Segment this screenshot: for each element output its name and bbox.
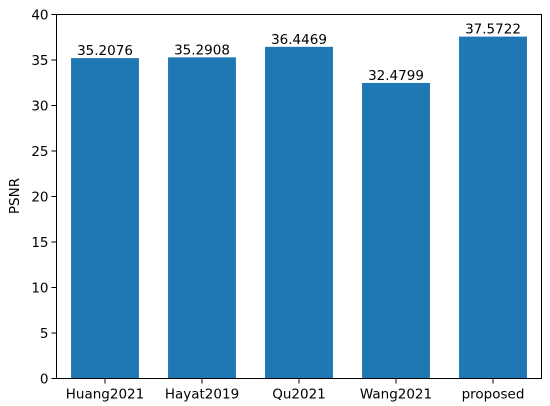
x-tick-label: proposed: [462, 387, 525, 403]
x-tick-label: Qu2021: [272, 387, 326, 403]
bar: [168, 57, 236, 379]
bar-value-label: 32.4799: [368, 68, 424, 84]
bar-value-label: 37.5722: [465, 22, 521, 38]
bar: [362, 82, 430, 379]
x-tick-label: Hayat2019: [165, 387, 239, 403]
y-tick-label: 35: [31, 53, 48, 69]
x-axis-ticks: Huang2021 Hayat2019 Qu2021 Wang2021 proposed: [66, 378, 525, 403]
bar-value-label: 35.2076: [77, 43, 133, 59]
bar: [459, 36, 527, 379]
y-tick-label: 40: [31, 8, 48, 24]
y-tick-label: 30: [31, 99, 48, 115]
plot-frame: [56, 14, 542, 379]
y-tick-label: 10: [31, 281, 48, 297]
bar: [71, 58, 139, 379]
y-tick-label: 0: [40, 372, 49, 388]
data-labels: 35.2076 35.2908 36.4469 32.4799 37.5722: [77, 22, 521, 84]
y-tick-label: 5: [40, 326, 49, 342]
y-axis-ticks: 0 5 10 15 20 25 30 35 40: [31, 8, 57, 388]
bar-value-label: 35.2908: [174, 42, 230, 58]
y-tick-label: 25: [31, 144, 48, 160]
bar-value-label: 36.4469: [271, 32, 327, 48]
bars: [71, 36, 527, 379]
y-tick-label: 15: [31, 235, 48, 251]
y-tick-label: 20: [31, 190, 48, 206]
y-axis-label: PSNR: [7, 178, 23, 214]
x-tick-label: Huang2021: [66, 387, 144, 403]
x-tick-label: Wang2021: [360, 387, 432, 403]
bar: [265, 46, 333, 379]
